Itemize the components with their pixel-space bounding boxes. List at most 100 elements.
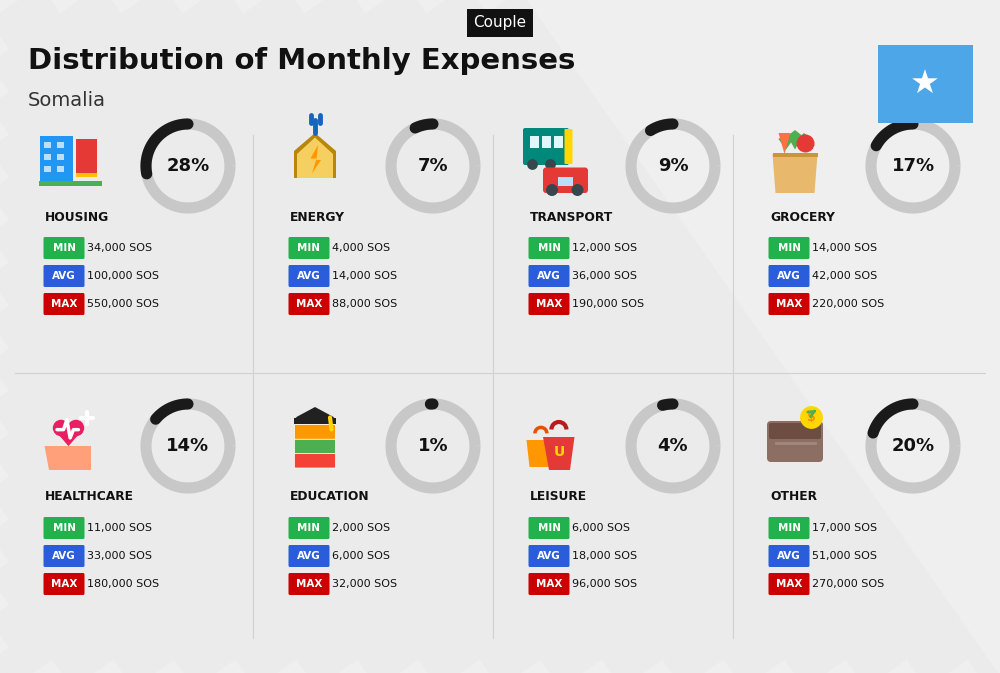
Text: 100,000 SOS: 100,000 SOS bbox=[87, 271, 159, 281]
Text: 33,000 SOS: 33,000 SOS bbox=[87, 551, 152, 561]
Circle shape bbox=[546, 184, 558, 196]
FancyBboxPatch shape bbox=[57, 154, 64, 160]
FancyBboxPatch shape bbox=[769, 517, 810, 539]
Text: EDUCATION: EDUCATION bbox=[290, 491, 370, 503]
Text: MIN: MIN bbox=[298, 243, 320, 253]
Polygon shape bbox=[773, 154, 818, 193]
FancyBboxPatch shape bbox=[39, 181, 102, 186]
FancyBboxPatch shape bbox=[294, 454, 336, 468]
Polygon shape bbox=[788, 130, 802, 149]
FancyBboxPatch shape bbox=[523, 128, 569, 165]
FancyBboxPatch shape bbox=[769, 265, 810, 287]
FancyBboxPatch shape bbox=[543, 168, 588, 193]
FancyBboxPatch shape bbox=[529, 265, 570, 287]
Text: 12,000 SOS: 12,000 SOS bbox=[572, 243, 637, 253]
Text: 270,000 SOS: 270,000 SOS bbox=[812, 579, 884, 589]
Polygon shape bbox=[797, 133, 812, 149]
Text: GROCERY: GROCERY bbox=[770, 211, 835, 223]
FancyBboxPatch shape bbox=[767, 421, 823, 462]
FancyBboxPatch shape bbox=[769, 423, 821, 439]
FancyBboxPatch shape bbox=[44, 573, 85, 595]
Text: 14%: 14% bbox=[166, 437, 210, 455]
FancyBboxPatch shape bbox=[769, 573, 810, 595]
Text: MAX: MAX bbox=[536, 579, 562, 589]
FancyBboxPatch shape bbox=[542, 136, 551, 148]
FancyBboxPatch shape bbox=[878, 45, 973, 123]
FancyBboxPatch shape bbox=[529, 573, 570, 595]
Polygon shape bbox=[294, 133, 336, 178]
Text: Couple: Couple bbox=[473, 15, 527, 30]
Polygon shape bbox=[779, 133, 794, 149]
FancyBboxPatch shape bbox=[44, 154, 51, 160]
FancyBboxPatch shape bbox=[44, 293, 85, 315]
Text: MAX: MAX bbox=[51, 299, 77, 309]
Text: AVG: AVG bbox=[537, 271, 561, 281]
FancyBboxPatch shape bbox=[773, 153, 818, 157]
Text: U: U bbox=[553, 445, 565, 459]
Text: 51,000 SOS: 51,000 SOS bbox=[812, 551, 877, 561]
FancyBboxPatch shape bbox=[44, 166, 51, 172]
FancyBboxPatch shape bbox=[769, 545, 810, 567]
FancyBboxPatch shape bbox=[294, 425, 336, 439]
Text: AVG: AVG bbox=[297, 551, 321, 561]
Polygon shape bbox=[53, 428, 84, 446]
FancyBboxPatch shape bbox=[529, 293, 570, 315]
Polygon shape bbox=[526, 440, 555, 467]
FancyBboxPatch shape bbox=[288, 265, 330, 287]
Text: 96,000 SOS: 96,000 SOS bbox=[572, 579, 637, 589]
Text: 42,000 SOS: 42,000 SOS bbox=[812, 271, 877, 281]
FancyBboxPatch shape bbox=[769, 237, 810, 259]
Text: MAX: MAX bbox=[296, 299, 322, 309]
Circle shape bbox=[527, 159, 538, 170]
Circle shape bbox=[53, 420, 69, 436]
Text: 1%: 1% bbox=[418, 437, 448, 455]
FancyBboxPatch shape bbox=[769, 293, 810, 315]
Text: MAX: MAX bbox=[296, 579, 322, 589]
Text: 220,000 SOS: 220,000 SOS bbox=[812, 299, 884, 309]
Text: 14,000 SOS: 14,000 SOS bbox=[332, 271, 397, 281]
Text: 6,000 SOS: 6,000 SOS bbox=[572, 523, 630, 533]
Text: MAX: MAX bbox=[536, 299, 562, 309]
FancyBboxPatch shape bbox=[288, 545, 330, 567]
Text: MAX: MAX bbox=[776, 579, 802, 589]
Polygon shape bbox=[45, 446, 91, 470]
Text: 2,000 SOS: 2,000 SOS bbox=[332, 523, 390, 533]
Text: MIN: MIN bbox=[778, 243, 801, 253]
Text: ENERGY: ENERGY bbox=[290, 211, 345, 223]
Text: MIN: MIN bbox=[538, 523, 561, 533]
Text: 11,000 SOS: 11,000 SOS bbox=[87, 523, 152, 533]
FancyBboxPatch shape bbox=[44, 237, 85, 259]
Text: 4,000 SOS: 4,000 SOS bbox=[332, 243, 390, 253]
FancyBboxPatch shape bbox=[294, 417, 336, 423]
Text: $: $ bbox=[807, 411, 816, 424]
Text: Distribution of Monthly Expenses: Distribution of Monthly Expenses bbox=[28, 47, 575, 75]
Text: MIN: MIN bbox=[538, 243, 561, 253]
Text: OTHER: OTHER bbox=[770, 491, 817, 503]
Text: 7%: 7% bbox=[418, 157, 448, 175]
Polygon shape bbox=[543, 437, 575, 470]
Polygon shape bbox=[297, 137, 333, 178]
FancyBboxPatch shape bbox=[76, 139, 97, 175]
Text: AVG: AVG bbox=[537, 551, 561, 561]
Text: MIN: MIN bbox=[298, 523, 320, 533]
FancyBboxPatch shape bbox=[44, 265, 85, 287]
FancyBboxPatch shape bbox=[288, 573, 330, 595]
FancyBboxPatch shape bbox=[57, 142, 64, 148]
Text: 28%: 28% bbox=[166, 157, 210, 175]
Text: ★: ★ bbox=[910, 67, 940, 100]
Text: 190,000 SOS: 190,000 SOS bbox=[572, 299, 644, 309]
Text: 20%: 20% bbox=[891, 437, 935, 455]
Text: AVG: AVG bbox=[52, 551, 76, 561]
FancyBboxPatch shape bbox=[57, 166, 64, 172]
Text: 180,000 SOS: 180,000 SOS bbox=[87, 579, 159, 589]
Polygon shape bbox=[779, 133, 791, 154]
FancyBboxPatch shape bbox=[44, 142, 51, 148]
Polygon shape bbox=[310, 145, 321, 174]
FancyBboxPatch shape bbox=[529, 517, 570, 539]
FancyBboxPatch shape bbox=[294, 439, 336, 454]
Polygon shape bbox=[296, 407, 334, 423]
FancyBboxPatch shape bbox=[529, 237, 570, 259]
Text: 17,000 SOS: 17,000 SOS bbox=[812, 523, 877, 533]
Text: Somalia: Somalia bbox=[28, 90, 106, 110]
Text: 88,000 SOS: 88,000 SOS bbox=[332, 299, 397, 309]
